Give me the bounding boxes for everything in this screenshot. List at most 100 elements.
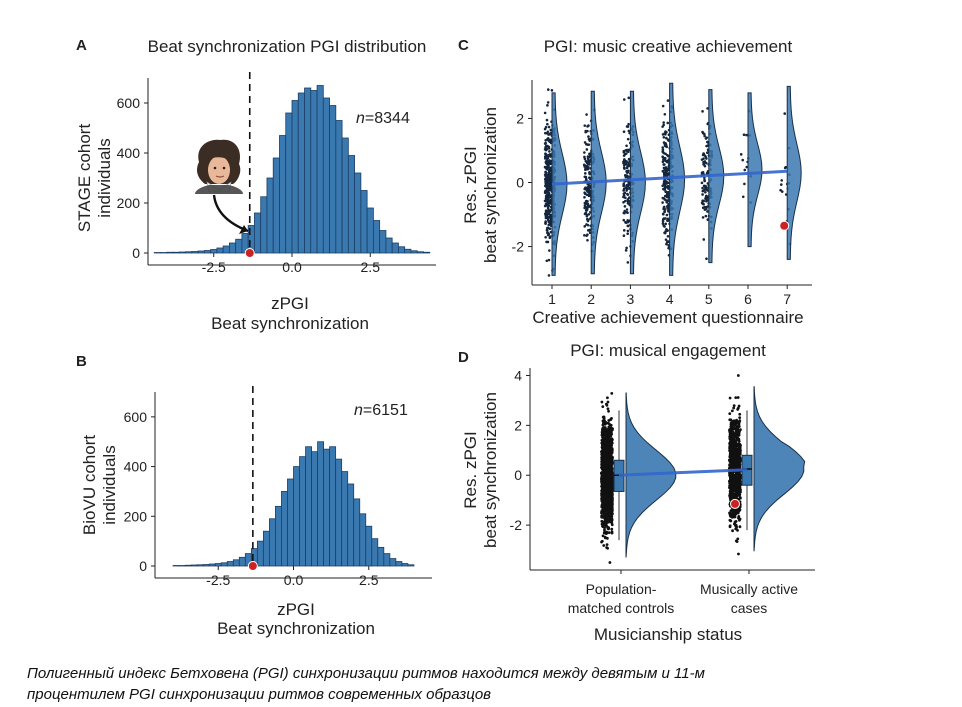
data-point	[667, 154, 670, 158]
data-point	[610, 495, 614, 499]
data-point	[622, 187, 626, 191]
histogram-bar	[372, 220, 381, 254]
data-point	[543, 111, 547, 115]
y-axis-label-d-line2: beat synchronization	[481, 392, 500, 548]
data-point	[622, 98, 626, 101]
data-point	[586, 155, 590, 158]
data-point	[610, 428, 614, 432]
data-point	[606, 474, 610, 478]
data-point	[546, 240, 550, 244]
data-point	[728, 459, 732, 463]
data-point	[626, 137, 630, 141]
data-point	[728, 446, 732, 450]
data-point	[626, 164, 630, 168]
data-point	[738, 452, 742, 456]
beethoven-point-a	[244, 248, 255, 258]
histogram-bar	[310, 90, 318, 254]
data-point	[622, 166, 626, 170]
histogram-bar	[178, 251, 186, 254]
data-point	[704, 137, 708, 140]
data-point	[732, 457, 735, 461]
data-point	[585, 165, 589, 168]
data-point	[704, 187, 707, 191]
histogram-bar	[287, 478, 294, 567]
histogram-bar	[254, 212, 262, 254]
data-point	[625, 125, 629, 128]
data-point	[543, 155, 547, 158]
data-point	[701, 206, 705, 210]
data-point	[607, 505, 611, 509]
data-point	[545, 210, 549, 213]
panel-b: B 0 200 400 600 -2.5 0.0 2.5 n=6151 BioVU coh…	[76, 353, 432, 638]
data-point	[703, 134, 706, 138]
data-point	[663, 163, 666, 166]
data-point	[742, 133, 746, 137]
data-point	[603, 526, 606, 530]
data-point	[586, 125, 589, 128]
y-tick-label: 600	[124, 409, 148, 425]
data-point	[546, 177, 549, 180]
data-point	[586, 129, 589, 133]
data-point	[608, 418, 612, 422]
histogram-bar	[260, 196, 268, 254]
data-point	[735, 418, 738, 422]
data-point	[604, 442, 608, 446]
data-point	[549, 128, 553, 132]
data-point	[548, 249, 551, 252]
data-point	[607, 409, 610, 413]
data-point	[666, 99, 670, 102]
data-point	[543, 173, 547, 176]
data-point	[610, 456, 614, 460]
data-point	[586, 190, 589, 193]
chart-title-d: PGI: musical engagement	[570, 341, 766, 360]
y-tick-label: 400	[117, 145, 141, 161]
data-point	[734, 473, 738, 477]
histogram-bar	[293, 466, 300, 567]
y-ticks-b: 0 200 400 600	[124, 409, 155, 574]
data-point	[601, 510, 604, 514]
data-point	[608, 561, 612, 564]
data-point	[602, 475, 606, 479]
data-point	[623, 205, 627, 208]
x-tick-label: 2.5	[361, 259, 381, 275]
y-axis-label-a-line2: individuals	[95, 138, 114, 217]
histogram-bar	[389, 558, 397, 567]
data-point	[728, 466, 732, 470]
data-point	[610, 451, 614, 455]
data-point	[603, 520, 607, 524]
data-point	[662, 121, 665, 124]
data-point	[610, 486, 614, 490]
data-point	[625, 144, 628, 148]
data-point	[703, 178, 706, 182]
histogram-bar	[347, 483, 355, 567]
data-point	[736, 493, 740, 496]
data-point	[734, 440, 737, 444]
x-tick-label: 0.0	[282, 259, 302, 275]
data-point	[665, 136, 668, 140]
data-point	[732, 481, 736, 484]
data-point	[587, 137, 591, 141]
data-point	[706, 140, 709, 144]
y-axis-label-d-line1: Res. zPGI	[461, 431, 480, 508]
data-point	[663, 187, 666, 191]
data-point	[548, 236, 552, 240]
data-point	[604, 466, 608, 469]
histogram-bar	[297, 92, 305, 254]
data-point	[730, 494, 734, 498]
data-point	[546, 130, 550, 134]
data-point	[626, 261, 630, 264]
data-point	[605, 543, 609, 546]
data-point	[610, 518, 614, 522]
data-point	[737, 450, 741, 453]
histogram-bar	[210, 249, 218, 254]
data-point	[728, 437, 732, 441]
histogram-bar	[377, 546, 385, 567]
data-point	[623, 191, 627, 195]
histogram-bar	[202, 564, 210, 567]
data-point	[584, 142, 588, 146]
data-point	[731, 508, 735, 512]
data-point	[704, 195, 708, 199]
data-point	[626, 224, 630, 228]
y-tick-label: 600	[117, 95, 141, 111]
data-point	[548, 227, 552, 231]
